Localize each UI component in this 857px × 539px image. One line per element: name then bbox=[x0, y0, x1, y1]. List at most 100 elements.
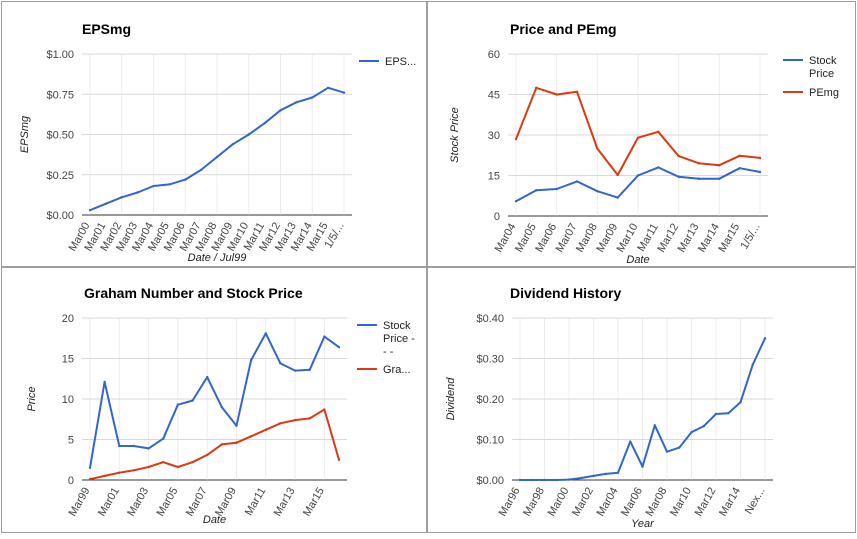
x-tick-label: Mar01 bbox=[96, 486, 122, 519]
data-point bbox=[220, 443, 224, 446]
data-point bbox=[231, 142, 235, 146]
data-point bbox=[718, 164, 721, 167]
data-point bbox=[641, 465, 644, 468]
data-point bbox=[653, 424, 656, 427]
data-point bbox=[596, 147, 599, 150]
data-point bbox=[697, 162, 701, 165]
chart-graham: Graham Number and Stock Price 0 5 10 15 20 Mar… bbox=[26, 285, 415, 526]
data-point bbox=[678, 446, 681, 449]
data-point bbox=[88, 477, 92, 481]
legend-label: Price bbox=[809, 68, 834, 80]
legend-label: EPS... bbox=[385, 56, 416, 68]
x-tick-label: Mar04 bbox=[595, 486, 621, 519]
data-point bbox=[697, 177, 701, 180]
data-point bbox=[596, 189, 599, 193]
data-point bbox=[575, 180, 579, 183]
data-point bbox=[279, 422, 282, 425]
chart-eps: EPSmg$0.00$0.25$0.50$0.75$1.00Mar00Mar01… bbox=[19, 21, 416, 264]
data-point bbox=[337, 345, 341, 349]
data-point bbox=[718, 177, 721, 180]
y-tick-label: 60 bbox=[488, 49, 500, 61]
data-point bbox=[104, 202, 108, 205]
y-tick-label: 20 bbox=[62, 313, 74, 325]
data-point bbox=[191, 399, 194, 402]
y-tick-label: 30 bbox=[488, 130, 500, 142]
data-point bbox=[514, 137, 518, 141]
x-tick-label: Mar02 bbox=[570, 486, 596, 519]
data-point bbox=[739, 401, 742, 404]
data-point bbox=[147, 447, 150, 450]
x-tick-label: Mar98 bbox=[521, 486, 547, 519]
chart-panel-eps: EPSmg $0.00 $0.25 $0.50 $0.75 $1.00 Mar00 Mar01… bbox=[1, 1, 427, 267]
data-point bbox=[88, 208, 92, 212]
data-point bbox=[176, 403, 180, 406]
data-point bbox=[323, 335, 326, 338]
chart-title: EPSmg bbox=[82, 21, 131, 37]
data-point bbox=[184, 178, 187, 181]
x-axis-title: Date bbox=[626, 254, 649, 266]
y-tick-label: $0.20 bbox=[476, 394, 504, 406]
data-point bbox=[118, 471, 121, 474]
data-point bbox=[264, 428, 267, 431]
chart-panel-price-pe: Price and PEmg 0 15 30 45 60 Mar04 Mar05 Mar06 Ma… bbox=[427, 1, 856, 267]
legend-label: Stock bbox=[383, 320, 411, 332]
data-point bbox=[308, 368, 311, 372]
data-point bbox=[580, 476, 583, 480]
y-axis-title: Stock Price bbox=[449, 107, 461, 163]
data-point bbox=[342, 91, 346, 94]
legend-label: Gra... bbox=[383, 364, 411, 376]
data-point bbox=[763, 337, 767, 340]
data-point bbox=[702, 424, 705, 428]
data-point bbox=[323, 408, 326, 411]
data-point bbox=[738, 154, 741, 157]
data-point bbox=[103, 474, 106, 478]
data-point bbox=[543, 478, 546, 482]
chart-panel-dividend: Dividend History $0.00 $0.10 $0.20 $0.30 $0.4… bbox=[427, 267, 856, 533]
data-point bbox=[264, 332, 267, 335]
data-point bbox=[293, 369, 297, 372]
data-point bbox=[555, 478, 558, 482]
data-point bbox=[636, 174, 640, 177]
x-axis-title: Date / Jul99 bbox=[188, 252, 247, 264]
data-point bbox=[531, 478, 534, 482]
x-tick-label: 1/5/... bbox=[738, 222, 762, 252]
y-axis-title: Dividend bbox=[445, 377, 457, 421]
data-point bbox=[220, 405, 224, 409]
data-point bbox=[751, 363, 754, 366]
x-tick-label: Mar13 bbox=[272, 486, 298, 519]
data-point bbox=[758, 156, 762, 160]
data-point bbox=[191, 460, 194, 464]
data-point bbox=[235, 424, 238, 427]
data-point bbox=[147, 465, 150, 469]
chart-dividend: Dividend History $0.00 $0.10 $0.20 $0.30 $0.4… bbox=[445, 285, 773, 530]
data-point bbox=[176, 465, 180, 469]
x-tick-label: Mar06 bbox=[619, 486, 645, 519]
x-tick-label: Mar05 bbox=[154, 486, 180, 519]
data-point bbox=[132, 444, 136, 448]
x-tick-label: Mar03 bbox=[125, 486, 151, 519]
y-tick-label: 15 bbox=[62, 354, 74, 366]
y-tick-label: $0.10 bbox=[476, 435, 504, 447]
data-point bbox=[337, 458, 341, 461]
data-point bbox=[616, 173, 619, 177]
data-point bbox=[555, 187, 558, 191]
data-point bbox=[727, 411, 730, 415]
legend-label: PEmg bbox=[809, 87, 839, 99]
y-axis-title: Price bbox=[26, 386, 38, 411]
data-point bbox=[616, 196, 619, 199]
data-point bbox=[118, 444, 121, 448]
data-point bbox=[279, 362, 282, 365]
data-point bbox=[738, 167, 741, 170]
data-point bbox=[657, 130, 660, 133]
data-point bbox=[162, 460, 165, 464]
series-line bbox=[89, 332, 340, 468]
data-point bbox=[514, 199, 518, 203]
data-point bbox=[690, 431, 693, 434]
data-point bbox=[249, 358, 253, 362]
y-tick-label: 15 bbox=[488, 171, 500, 183]
x-tick-label: Nex... bbox=[743, 486, 768, 517]
data-point bbox=[293, 418, 297, 422]
y-tick-label: $0.00 bbox=[476, 475, 504, 487]
y-tick-label: $0.75 bbox=[46, 89, 74, 101]
chart-title: Graham Number and Stock Price bbox=[84, 285, 303, 301]
